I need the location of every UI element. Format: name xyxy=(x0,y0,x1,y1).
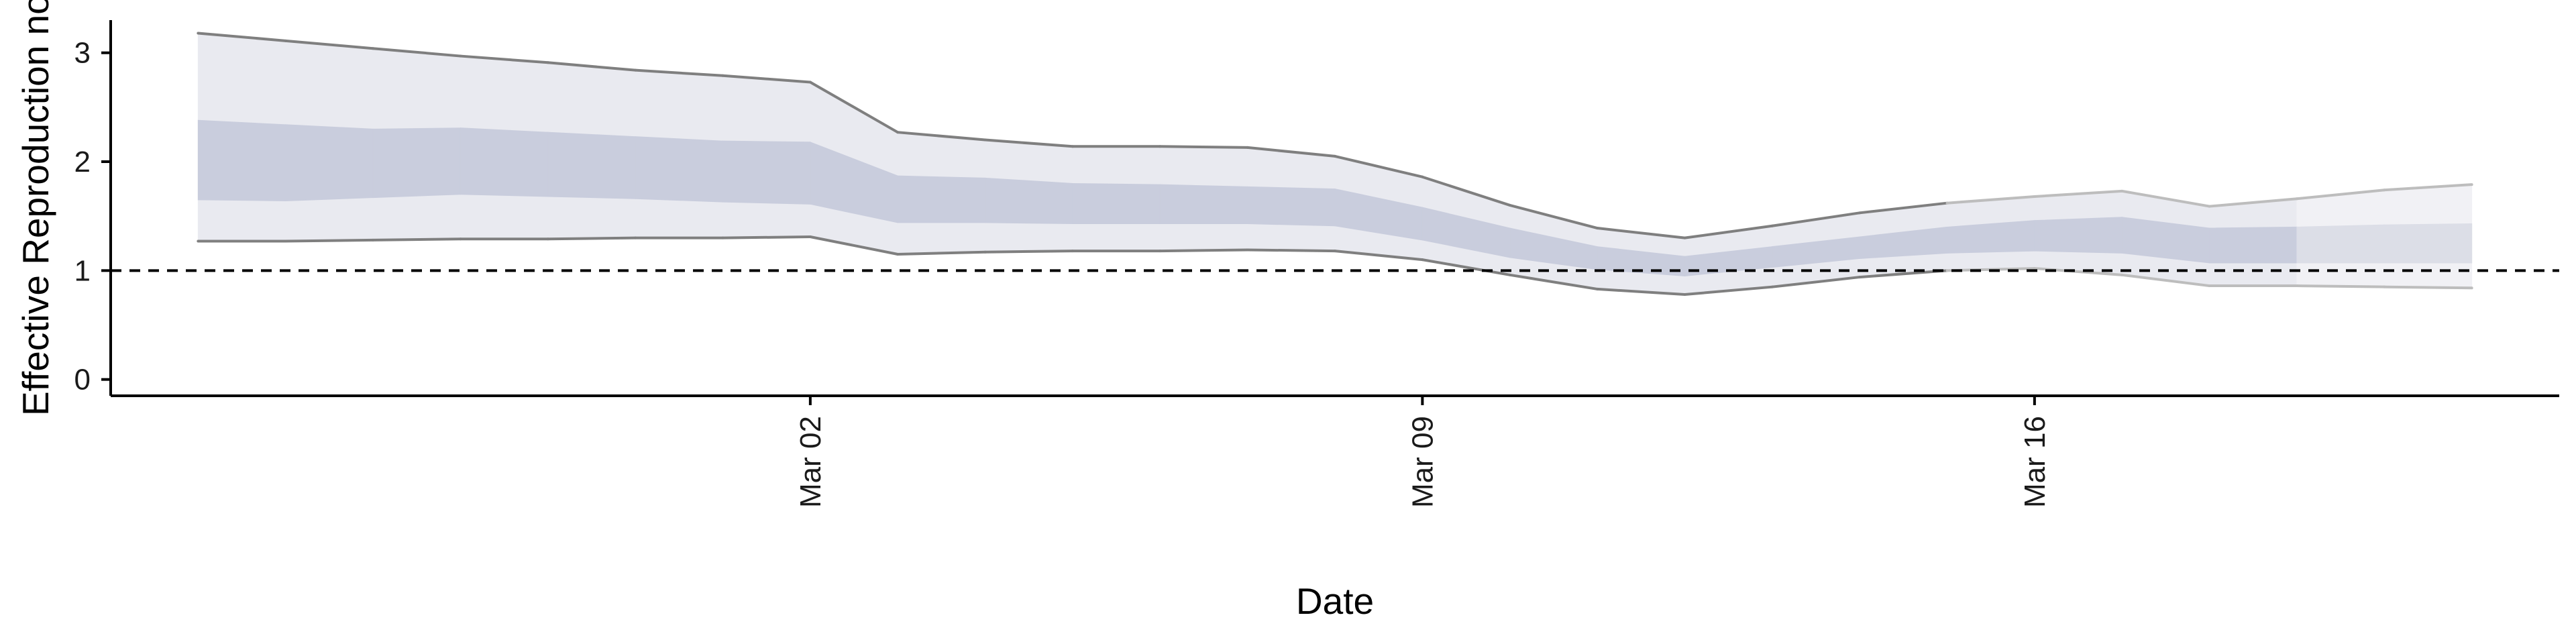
x-tick-label: Mar 09 xyxy=(1406,416,1439,508)
lower-bound-line-segment xyxy=(372,237,462,241)
inner-band-segment xyxy=(1159,184,1248,225)
inner-band-segment xyxy=(635,136,723,203)
upper-bound-line-segment xyxy=(2121,189,2211,208)
upper-bound-line-segment xyxy=(1246,146,1336,158)
upper-bound-line-segment xyxy=(1683,224,1774,239)
inner-band-segment xyxy=(2383,223,2473,264)
lower-bound-line-segment xyxy=(1858,269,1949,279)
x-tick-label: Mar 16 xyxy=(2019,416,2051,508)
lower-bound-line-segment xyxy=(1159,248,1249,253)
upper-bound-line-segment xyxy=(2208,197,2298,208)
upper-bound-line-segment xyxy=(1334,154,1424,178)
upper-bound-line-segment xyxy=(459,54,549,64)
inner-band-segment xyxy=(1247,186,1336,227)
inner-band-segment xyxy=(547,131,636,199)
upper-bound-line-segment xyxy=(1858,201,1949,215)
upper-bound-line-segment xyxy=(808,80,900,134)
credible-interval-bands xyxy=(197,32,2473,295)
upper-bound-line-segment xyxy=(1770,211,1862,227)
upper-bound-line-segment xyxy=(197,32,287,42)
inner-band-segment xyxy=(2296,224,2385,264)
lower-bound-line-segment xyxy=(546,236,637,241)
upper-bound-line-segment xyxy=(721,74,812,84)
lower-bound-line-segment xyxy=(2121,273,2211,288)
lower-bound-line-segment xyxy=(1508,273,1599,290)
x-tick-label: Mar 02 xyxy=(794,416,827,508)
lower-bound-line-segment xyxy=(284,238,375,243)
lower-bound-line-segment xyxy=(1246,248,1336,253)
upper-bound-line-segment xyxy=(2295,189,2386,201)
upper-bound-line-segment xyxy=(1508,203,1599,230)
inner-band-segment xyxy=(2034,217,2123,254)
axes xyxy=(109,20,2559,397)
upper-bound-line-segment xyxy=(1945,195,2036,205)
upper-bound-line-segment xyxy=(983,138,1074,148)
interval-bound-lines xyxy=(197,32,2473,297)
upper-bound-line-segment xyxy=(1159,145,1249,149)
y-tick-label: 2 xyxy=(74,146,91,178)
upper-bound-line-segment xyxy=(546,61,637,72)
x-axis-title: Date xyxy=(1296,580,1374,622)
lower-bound-line-segment xyxy=(1683,285,1774,297)
y-tick-label: 1 xyxy=(74,254,91,287)
y-tick-label: 3 xyxy=(74,37,91,70)
lower-bound-line-segment xyxy=(1334,250,1424,262)
upper-bound-line-segment xyxy=(634,68,724,77)
lower-bound-line-segment xyxy=(808,235,900,256)
y-ticks: 0 1 2 3 xyxy=(74,37,111,396)
inner-band-segment xyxy=(897,175,986,223)
lower-bound-line-segment xyxy=(1770,276,1862,288)
y-tick-label: 0 xyxy=(74,364,91,396)
inner-band-segment xyxy=(722,140,811,205)
inner-band-segment xyxy=(985,177,1073,225)
upper-bound-line-segment xyxy=(284,39,375,50)
upper-bound-line-segment xyxy=(1421,175,1511,207)
inner-band-segment xyxy=(2209,226,2298,264)
y-axis-title: Effective Reproduction no. xyxy=(15,0,56,416)
lower-bound-line-segment xyxy=(1421,258,1511,276)
inner-band-segment xyxy=(197,119,286,201)
upper-bound-line-segment xyxy=(2033,189,2124,198)
lower-bound-line-segment xyxy=(896,250,987,256)
upper-bound-line-segment xyxy=(372,47,462,58)
upper-bound-line-segment xyxy=(896,131,987,142)
upper-bound-line-segment xyxy=(1596,227,1686,239)
inner-band-segment xyxy=(1072,182,1161,225)
inner-band-segment xyxy=(460,127,549,197)
lower-bound-line-segment xyxy=(1596,287,1686,297)
lower-bound-line-segment xyxy=(2295,284,2386,288)
x-ticks: Mar 02 Mar 09 Mar 16 xyxy=(794,396,2051,508)
lower-bound-line-segment xyxy=(721,235,812,239)
inner-band-segment xyxy=(372,127,461,199)
lower-bound-line-segment xyxy=(983,250,1074,254)
lower-bound-line-segment xyxy=(2383,285,2473,290)
inner-band-segment xyxy=(285,124,374,201)
upper-bound-line-segment xyxy=(2383,183,2473,192)
